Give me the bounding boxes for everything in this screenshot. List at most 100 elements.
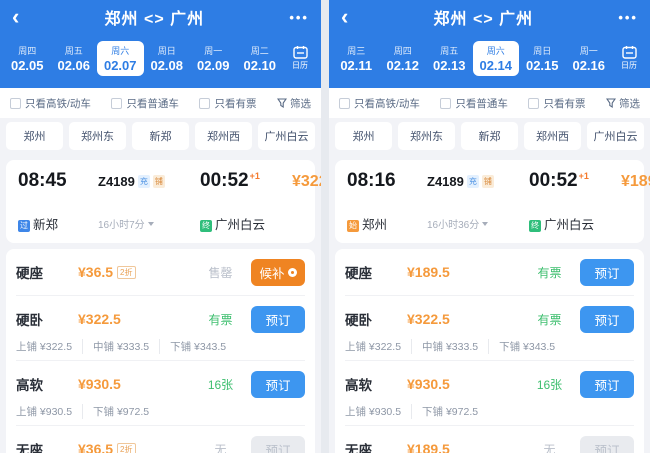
departure-time: 08:16 — [347, 170, 396, 191]
back-icon[interactable]: ‹ — [341, 4, 349, 29]
date-value: 02.11 — [340, 57, 373, 73]
checkbox-icon — [440, 97, 452, 109]
station-chip[interactable]: 郑州东 — [398, 122, 455, 150]
filter-action-label: 筛选 — [289, 97, 311, 110]
date-day-label: 周一 — [579, 45, 598, 56]
date-value: 02.08 — [150, 57, 184, 73]
seat-status: 16张 — [207, 377, 234, 392]
date-tab[interactable]: 周五 02.13 — [426, 41, 473, 76]
more-icon[interactable]: ••• — [289, 9, 309, 25]
date-tab[interactable]: 周二 02.10 — [237, 41, 284, 76]
row-divider — [345, 295, 634, 296]
station-chip[interactable]: 郑州 — [335, 122, 392, 150]
nav-bar: ‹ 郑州 <> 广州 ••• — [329, 0, 650, 34]
date-day-label: 周六 — [486, 45, 505, 56]
date-tab[interactable]: 周三 02.11 — [333, 41, 380, 76]
terminal-station-tag: 终 — [529, 220, 541, 232]
plus-one-day: +1 — [249, 171, 260, 181]
date-strip: 周三 02.11 周四 02.12 周五 02.13 周六 02.14 周日 0… — [329, 34, 650, 88]
calendar-icon — [292, 46, 308, 59]
date-tab[interactable]: 周四 02.05 — [4, 41, 51, 76]
calendar-button[interactable]: 日历 — [612, 45, 646, 71]
waitlist-clock-icon — [287, 267, 297, 277]
row-divider — [345, 425, 634, 426]
calendar-label: 日历 — [292, 61, 308, 70]
berth-price-row: 上铺 ¥322.5 中铺 ¥333.5 下铺 ¥343.5 — [16, 336, 305, 360]
station-chip[interactable]: 新郑 — [132, 122, 189, 150]
filter-label: 只看有票 — [543, 97, 586, 110]
date-value: 02.16 — [572, 57, 606, 73]
date-value: 02.06 — [57, 57, 91, 73]
berth-price: 下铺 ¥972.5 — [422, 405, 479, 418]
station-chip[interactable]: 郑州东 — [69, 122, 126, 150]
station-chip[interactable]: 广州白云 — [587, 122, 644, 150]
row-divider — [16, 425, 305, 426]
berth-price: 上铺 ¥930.5 — [345, 403, 413, 419]
pass-station-tag: 过 — [18, 220, 30, 232]
page-title: 郑州 <> 广州 — [433, 11, 534, 28]
date-day-label: 周二 — [250, 45, 269, 56]
book-button-disabled: 预订 — [580, 435, 634, 453]
date-tab-selected[interactable]: 周六 02.07 — [97, 40, 144, 76]
arrival-time: 00:52+1 — [529, 170, 589, 191]
back-icon[interactable]: ‹ — [12, 4, 20, 29]
origin-station-tag: 始 — [347, 220, 359, 232]
berth-price: 中铺 ¥333.5 — [93, 338, 161, 354]
berth-price: 上铺 ¥322.5 — [16, 338, 84, 354]
filter-checkbox-highspeed[interactable]: 只看高铁/动车 — [339, 96, 420, 111]
filter-button[interactable]: 筛选 — [605, 96, 640, 111]
row-divider — [345, 360, 634, 361]
book-button[interactable]: 预订 — [251, 370, 305, 398]
departure-time: 08:45 — [18, 170, 67, 191]
date-tab[interactable]: 周一 02.16 — [566, 41, 613, 76]
book-button[interactable]: 预订 — [580, 305, 634, 333]
duration-dropdown[interactable]: 16小时36分 — [427, 216, 529, 231]
page-title: 郑州 <> 广州 — [104, 11, 205, 28]
station-chip[interactable]: 郑州西 — [524, 122, 581, 150]
filter-checkbox-regular[interactable]: 只看普通车 — [440, 96, 508, 111]
berth-tag: 铺 — [481, 175, 494, 188]
book-button-disabled: 预订 — [251, 435, 305, 453]
calendar-button[interactable]: 日历 — [283, 45, 317, 71]
seat-row-hard-sleeper: 硬卧 ¥322.5 有票 预订 — [345, 296, 634, 342]
arrival-station: 终广州白云 — [529, 218, 595, 232]
filter-button[interactable]: 筛选 — [276, 96, 311, 111]
station-chip[interactable]: 广州白云 — [258, 122, 315, 150]
date-tab-selected[interactable]: 周六 02.14 — [472, 40, 519, 76]
station-chip[interactable]: 新郑 — [461, 122, 518, 150]
date-day-label: 周四 — [18, 45, 37, 56]
trip-panel-right: ‹ 郑州 <> 广州 ••• 周三 02.11 周四 02.12 周五 02.1… — [329, 0, 650, 453]
more-icon[interactable]: ••• — [618, 9, 638, 25]
seat-price: ¥36.5 2折 — [78, 441, 190, 453]
date-tab[interactable]: 周五 02.06 — [51, 41, 98, 76]
ticket-price: ¥322.5起 — [292, 173, 321, 190]
filter-checkbox-available[interactable]: 只看有票 — [199, 96, 256, 111]
station-chip[interactable]: 郑州 — [6, 122, 63, 150]
waitlist-button[interactable]: 候补 — [251, 258, 305, 286]
nav-bar: ‹ 郑州 <> 广州 ••• — [0, 0, 321, 34]
checkbox-icon — [10, 97, 21, 109]
filter-checkbox-highspeed[interactable]: 只看高铁/动车 — [10, 96, 91, 111]
book-button[interactable]: 预订 — [580, 370, 634, 398]
date-tab[interactable]: 周四 02.12 — [380, 41, 427, 76]
departure-station: 始郑州 — [347, 218, 388, 232]
discount-tag: 2折 — [117, 442, 136, 453]
date-tab[interactable]: 周日 02.08 — [144, 41, 191, 76]
berth-price: 上铺 ¥930.5 — [16, 403, 84, 419]
filter-checkbox-regular[interactable]: 只看普通车 — [111, 96, 179, 111]
filter-checkbox-available[interactable]: 只看有票 — [528, 96, 585, 111]
berth-price-row: 上铺 ¥322.5 中铺 ¥333.5 下铺 ¥343.5 — [345, 336, 634, 360]
checkbox-icon — [339, 97, 350, 109]
book-button[interactable]: 预订 — [580, 258, 634, 286]
funnel-icon — [605, 98, 616, 108]
arrival-station: 终广州白云 — [200, 218, 266, 232]
station-chip[interactable]: 郑州西 — [195, 122, 252, 150]
duration-dropdown[interactable]: 16小时7分 — [98, 216, 200, 231]
station-chip-row: 郑州 郑州东 新郑 郑州西 广州白云 — [0, 118, 321, 154]
date-tab[interactable]: 周一 02.09 — [190, 41, 237, 76]
dropdown-arrow-icon — [482, 221, 489, 226]
book-button[interactable]: 预订 — [251, 305, 305, 333]
date-tab[interactable]: 周日 02.15 — [519, 41, 566, 76]
